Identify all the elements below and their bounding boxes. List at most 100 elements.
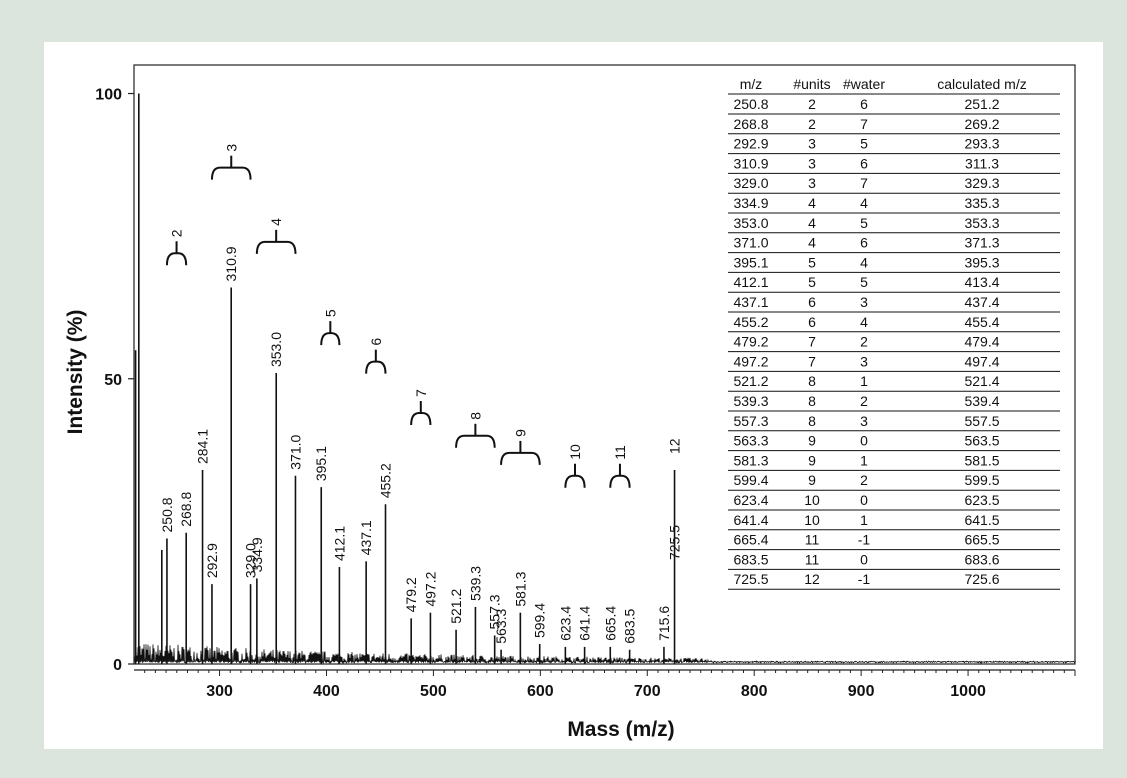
table-cell: 581.3 — [733, 452, 768, 468]
table-cell: 725.6 — [964, 571, 999, 587]
unit-count-label: 7 — [413, 389, 429, 397]
peak-label: 599.4 — [532, 603, 548, 638]
x-tick-label: 900 — [848, 683, 875, 700]
table-cell: 353.3 — [964, 215, 999, 231]
unit-bracket — [210, 166, 252, 180]
table-cell: 11 — [805, 532, 820, 548]
unit-count-label: 8 — [467, 412, 483, 420]
table-cell: 623.5 — [964, 492, 999, 508]
table-cell: 599.5 — [964, 472, 999, 488]
table-cell: 3 — [808, 136, 816, 152]
y-tick-label: 0 — [113, 657, 122, 674]
unit-count-label: 5 — [322, 309, 338, 317]
peak-label: 641.4 — [577, 606, 593, 641]
x-tick-label: 600 — [527, 683, 554, 700]
peak-label: 715.6 — [656, 606, 672, 641]
table-cell: 353.0 — [733, 215, 768, 231]
table-cell: 292.9 — [733, 136, 768, 152]
table-cell: 293.3 — [964, 136, 999, 152]
peak-label: 284.1 — [195, 429, 211, 464]
table-cell: 1 — [860, 452, 868, 468]
table-cell: 10 — [804, 492, 820, 508]
table-cell: 9 — [808, 433, 816, 449]
peak-label: 395.1 — [313, 446, 329, 481]
table-cell: 1 — [860, 373, 868, 389]
table-cell: 412.1 — [733, 274, 768, 290]
table-cell: 335.3 — [964, 195, 999, 211]
table-cell: 311.3 — [965, 155, 999, 171]
table-cell: 599.4 — [733, 472, 768, 488]
table-cell: 623.4 — [733, 492, 768, 508]
unit-count-label: 3 — [223, 144, 239, 152]
table-header: m/z — [740, 76, 763, 92]
table-cell: 455.4 — [964, 314, 999, 330]
unit-bracket — [165, 252, 188, 266]
x-tick-label: 1000 — [950, 683, 986, 700]
table-cell: 665.5 — [964, 532, 999, 548]
table-cell: -1 — [858, 532, 871, 548]
table-cell: 395.3 — [964, 254, 999, 270]
table-cell: 5 — [808, 254, 816, 270]
assignment-table: m/z #units #water calculated m/z 250.8 2 6 251.… — [724, 72, 1064, 593]
baseline-noise — [133, 644, 1076, 665]
table-cell: 4 — [808, 235, 816, 251]
table-cell: 4 — [860, 254, 868, 270]
peak-label: 665.4 — [602, 606, 618, 641]
table-cell: 4 — [808, 215, 816, 231]
table-cell: 4 — [860, 314, 868, 330]
table-cell: 557.3 — [733, 413, 768, 429]
table-cell: 2 — [860, 472, 868, 488]
table-cell: 0 — [860, 492, 868, 508]
table-cell: 1 — [860, 512, 868, 528]
peaks-layer — [134, 93, 676, 664]
peak-label: 334.9 — [249, 537, 265, 572]
unit-bracket — [564, 474, 586, 488]
x-tick-label: 700 — [634, 683, 661, 700]
table-cell: 4 — [860, 195, 868, 211]
peak-label: 455.2 — [378, 463, 394, 498]
table-cell: 7 — [808, 353, 816, 369]
table-cell: 6 — [860, 155, 868, 171]
unit-count-label: 10 — [567, 444, 583, 460]
table-cell: 8 — [808, 373, 816, 389]
unit-count-label: 2 — [169, 229, 185, 237]
table-cell: 3 — [860, 413, 868, 429]
table-cell: 413.4 — [964, 274, 999, 290]
table-cell: 497.4 — [964, 353, 999, 369]
unit-count-label: 9 — [512, 429, 528, 437]
peak-label: 479.2 — [403, 577, 419, 612]
table-cell: 251.2 — [964, 96, 999, 112]
table-cell: 395.1 — [733, 254, 768, 270]
table-cell: 0 — [860, 433, 868, 449]
unit-count-label: 4 — [268, 218, 284, 226]
peak-label: 412.1 — [331, 526, 347, 561]
table-cell: 371.3 — [964, 235, 999, 251]
table-cell: 371.0 — [733, 235, 768, 251]
peak-label: 563.3 — [493, 608, 509, 643]
table-cell: 479.2 — [733, 334, 768, 350]
table-cell: 0 — [860, 551, 868, 567]
y-tick-label: 100 — [95, 87, 122, 104]
table-cell: 4 — [808, 195, 816, 211]
table-cell: 563.5 — [964, 433, 999, 449]
unit-bracket — [320, 332, 341, 346]
table-cell: 6 — [860, 235, 868, 251]
table-cell: 329.0 — [733, 175, 768, 191]
table-cell: 12 — [804, 571, 820, 587]
peak-label: 310.9 — [223, 246, 239, 281]
peak-label: 521.2 — [448, 589, 464, 624]
x-axis-label: Mass (m/z) — [567, 718, 674, 741]
peak-label: 623.4 — [557, 606, 573, 641]
table-cell: 250.8 — [733, 96, 768, 112]
table-cell: 539.3 — [733, 393, 768, 409]
table-header: #water — [843, 76, 885, 92]
table-cell: 665.4 — [733, 532, 768, 548]
table-cell: 6 — [808, 314, 816, 330]
table-cell: 455.2 — [733, 314, 768, 330]
unit-bracket — [500, 451, 541, 465]
table-cell: 3 — [860, 294, 868, 310]
table-cell: 7 — [860, 116, 868, 132]
table-cell: 5 — [860, 274, 868, 290]
y-tick-label: 50 — [104, 372, 122, 389]
